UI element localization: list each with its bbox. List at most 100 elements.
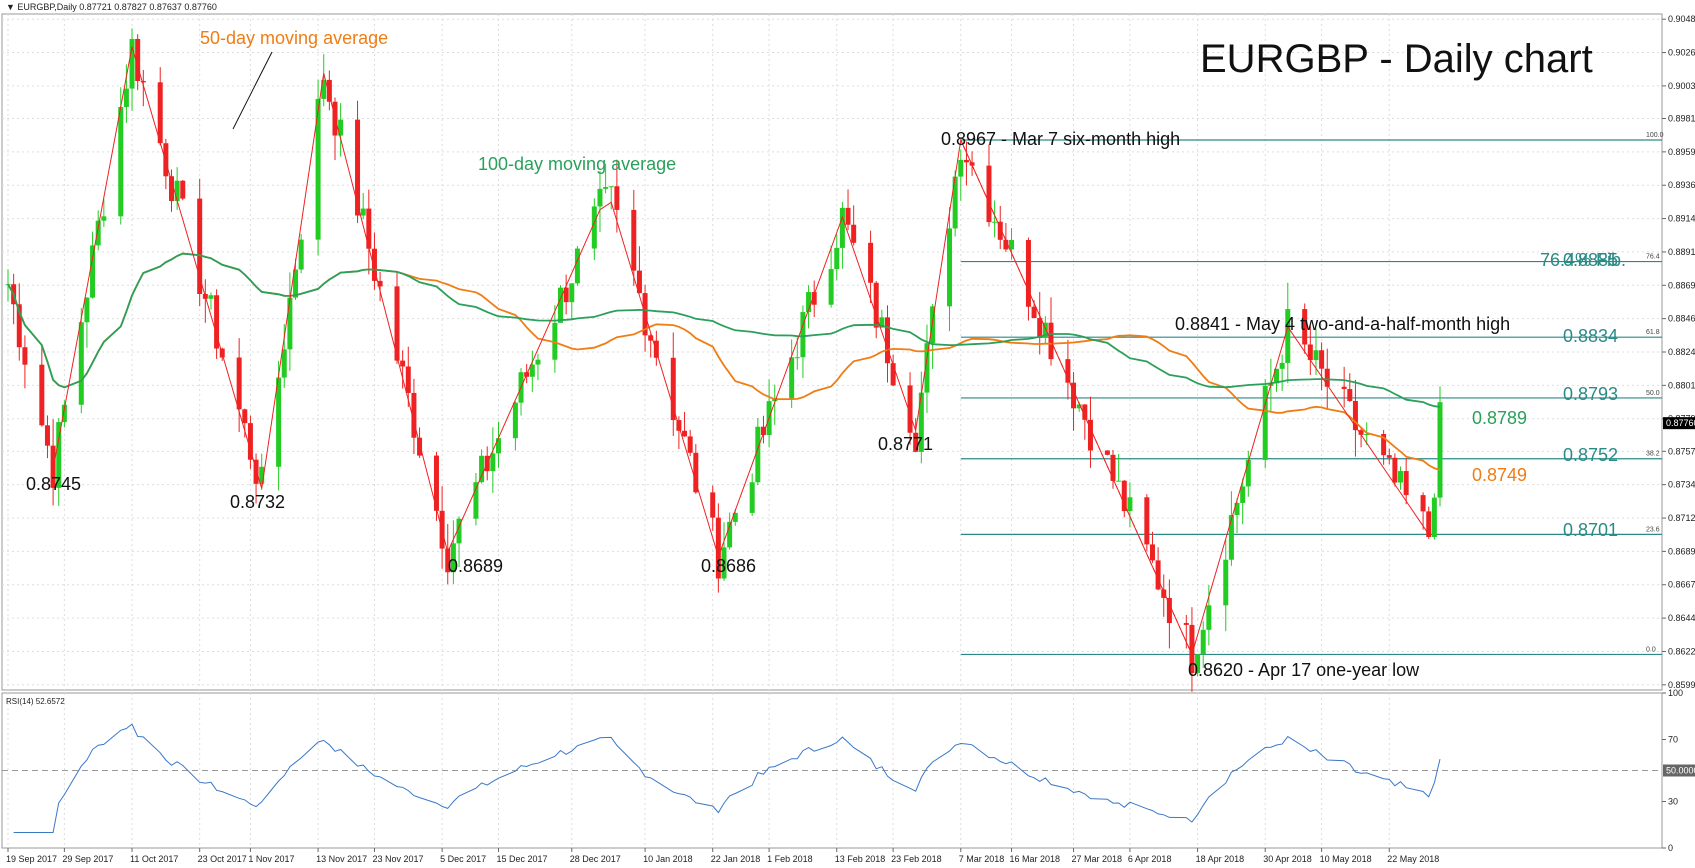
candle-up — [1274, 368, 1280, 384]
candle-down — [214, 295, 220, 349]
fib-value-0.8834: 0.8834 — [1563, 326, 1618, 346]
fib-value-0.8885: 0.8885 — [1563, 250, 1618, 270]
candle-down — [907, 385, 913, 433]
candle-down — [868, 242, 874, 283]
fib-pct-38.2: 38.2 — [1646, 451, 1660, 458]
candle-down — [247, 423, 253, 460]
candle-down — [1166, 597, 1172, 624]
candle-down — [963, 159, 969, 163]
rsi-tick-label: 100 — [1668, 688, 1683, 698]
candle-up — [56, 422, 62, 488]
candle-up — [1042, 322, 1048, 338]
candle-down — [16, 304, 22, 348]
date-tick-label: 22 Jan 2018 — [711, 854, 761, 864]
date-tick-label: 1 Feb 2018 — [767, 854, 813, 864]
candle-up — [1398, 471, 1404, 483]
candle-up — [1206, 605, 1212, 630]
candle-up — [879, 317, 885, 328]
candle-up — [1195, 654, 1201, 673]
candle-up — [123, 88, 129, 108]
zigzag-lines — [52, 46, 1430, 656]
candle-up — [558, 287, 564, 323]
candle-down — [1025, 240, 1031, 307]
candle-up — [535, 359, 541, 365]
candle-up — [490, 453, 496, 472]
date-tick-label: 23 Oct 2017 — [198, 854, 247, 864]
rsi-level-marker — [1663, 764, 1695, 777]
annotation-0.8686: 0.8686 — [701, 556, 756, 576]
price-tick-label: 0.86895 — [1668, 546, 1695, 556]
date-tick-label: 13 Feb 2018 — [835, 854, 886, 864]
candle-up — [574, 248, 580, 284]
candle-up — [952, 176, 958, 229]
candle-up — [1200, 629, 1206, 655]
candle-up — [208, 295, 214, 299]
annotation-may-high: 0.8841 - May 4 two-and-a-half-month high — [1175, 314, 1510, 334]
annotation-0.8689: 0.8689 — [448, 556, 503, 576]
candle-down — [1189, 624, 1195, 673]
candle-down — [563, 287, 569, 303]
candle-down — [851, 224, 857, 243]
candle-up — [1127, 497, 1133, 512]
candle-up — [569, 283, 575, 303]
price-tick-label: 0.86445 — [1668, 613, 1695, 623]
candle-down — [811, 292, 817, 305]
date-tick-label: 29 Sep 2017 — [62, 854, 113, 864]
candle-up — [603, 186, 609, 189]
candle-down — [710, 492, 716, 518]
candle-down — [44, 425, 50, 446]
candle-up — [298, 239, 304, 270]
date-tick-label: 11 Oct 2017 — [130, 854, 178, 864]
candle-down — [417, 437, 423, 456]
candle-down — [1031, 306, 1037, 319]
candle-down — [326, 79, 332, 102]
price-tick-label: 0.90035 — [1668, 81, 1695, 91]
candle-up — [839, 207, 845, 248]
candle-up — [1228, 515, 1234, 560]
candle-up — [918, 392, 924, 452]
candle-up — [321, 79, 327, 99]
candle-up — [597, 188, 603, 207]
candle-down — [986, 165, 992, 223]
fib-pct-61.8: 61.8 — [1646, 329, 1660, 336]
candle-up — [806, 292, 812, 313]
candle-up — [360, 208, 366, 216]
candle-up — [608, 186, 614, 188]
candle-up — [84, 297, 90, 323]
candle-down — [253, 459, 259, 484]
candle-up — [512, 402, 518, 439]
fib-pct-100.0: 100.0 — [1646, 132, 1664, 139]
ma100-current-value: 0.8789 — [1472, 408, 1527, 428]
candle-down — [670, 357, 676, 421]
candle-up — [1437, 402, 1443, 498]
annotation-0.8732: 0.8732 — [230, 492, 285, 512]
date-tick-label: 5 Dec 2017 — [440, 854, 486, 864]
candle-up — [281, 349, 287, 378]
date-tick-label: 19 Sep 2017 — [6, 854, 57, 864]
candle-down — [687, 436, 693, 453]
candle-down — [371, 248, 377, 281]
price-tick-label: 0.87345 — [1668, 480, 1695, 490]
candle-down — [1144, 497, 1150, 545]
candle-down — [1307, 344, 1313, 361]
candle-down — [1065, 359, 1071, 383]
candle-down — [682, 430, 688, 437]
candle-up — [293, 269, 299, 298]
date-tick-label: 23 Nov 2017 — [372, 854, 423, 864]
date-tick-label: 10 Jan 2018 — [643, 854, 693, 864]
candle-up — [732, 512, 738, 522]
candle-up — [800, 312, 806, 358]
candle-up — [591, 206, 597, 249]
fib-label-76.4: 76.4% Fib. — [1540, 250, 1626, 270]
candle-down — [614, 186, 620, 210]
current-price-label: 0.87760 — [1666, 418, 1695, 428]
candle-up — [90, 245, 96, 298]
rsi-tick-label: 70 — [1668, 735, 1678, 745]
candle-up — [95, 220, 101, 246]
candle-down — [648, 335, 654, 341]
